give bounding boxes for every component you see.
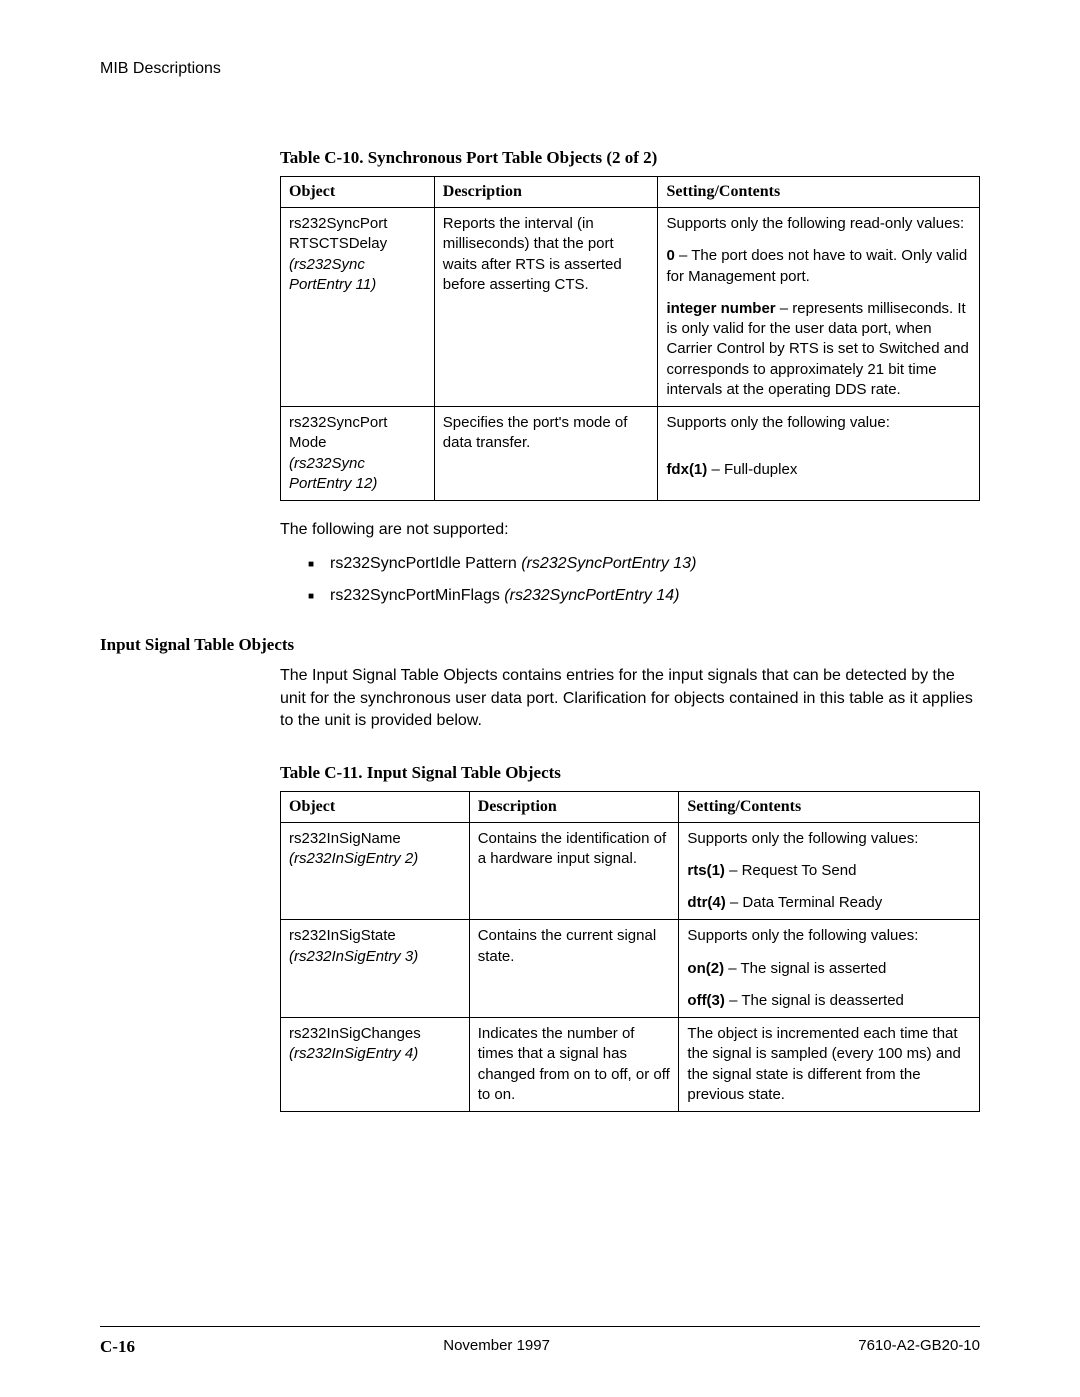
t1-r1-set-intro: Supports only the following read-only va… bbox=[658, 208, 980, 241]
t1-r2-desc: Specifies the port's mode of data transf… bbox=[434, 407, 658, 501]
table-c10-caption: Table C-10. Synchronous Port Table Objec… bbox=[280, 148, 980, 168]
t2-header-description: Description bbox=[469, 791, 679, 822]
t2-r2-set-intro: Supports only the following values: bbox=[679, 920, 980, 953]
t2-r2-desc: Contains the current signal state. bbox=[469, 920, 679, 1018]
table-c11: Object Description Setting/Contents rs23… bbox=[280, 791, 980, 1113]
unsupported-intro: The following are not supported: bbox=[280, 519, 980, 541]
unsupported-list: rs232SyncPortIdle Pattern (rs232SyncPort… bbox=[280, 555, 980, 605]
t1-r2-set-intro: Supports only the following value: bbox=[658, 407, 980, 454]
t2-r1-set-block1: rts(1) – Request To Send bbox=[679, 855, 980, 887]
unsupported-item-2: rs232SyncPortMinFlags (rs232SyncPortEntr… bbox=[308, 587, 980, 605]
t2-r2-set-block1: on(2) – The signal is asserted bbox=[679, 953, 980, 985]
table-c10: Object Description Setting/Contents rs23… bbox=[280, 176, 980, 501]
section-body-input-signal: The Input Signal Table Objects contains … bbox=[280, 665, 980, 732]
t1-header-setting: Setting/Contents bbox=[658, 177, 980, 208]
section-heading-input-signal: Input Signal Table Objects bbox=[100, 635, 980, 655]
t1-header-description: Description bbox=[434, 177, 658, 208]
t2-header-object: Object bbox=[281, 791, 470, 822]
t2-header-setting: Setting/Contents bbox=[679, 791, 980, 822]
t2-r2-set-block2: off(3) – The signal is deasserted bbox=[679, 985, 980, 1018]
page-number: C-16 bbox=[100, 1337, 135, 1357]
t1-r1-object: rs232SyncPort RTSCTSDelay (rs232Sync Por… bbox=[281, 208, 435, 407]
t2-r3-set: The object is incremented each time that… bbox=[679, 1018, 980, 1112]
t2-r1-set-intro: Supports only the following values: bbox=[679, 822, 980, 855]
table-c11-caption: Table C-11. Input Signal Table Objects bbox=[280, 763, 980, 783]
t2-r1-desc: Contains the identification of a hardwar… bbox=[469, 822, 679, 920]
footer-docnum: 7610-A2-GB20-10 bbox=[858, 1337, 980, 1357]
t1-r1-set-block2: integer number – represents milliseconds… bbox=[658, 293, 980, 407]
unsupported-item-1: rs232SyncPortIdle Pattern (rs232SyncPort… bbox=[308, 555, 980, 573]
t1-r2-object: rs232SyncPort Mode (rs232Sync PortEntry … bbox=[281, 407, 435, 501]
t2-r3-desc: Indicates the number of times that a sig… bbox=[469, 1018, 679, 1112]
t2-r1-set-block2: dtr(4) – Data Terminal Ready bbox=[679, 887, 980, 920]
t1-header-object: Object bbox=[281, 177, 435, 208]
t1-r1-desc: Reports the interval (in milliseconds) t… bbox=[434, 208, 658, 407]
t2-r1-object: rs232InSigName (rs232InSigEntry 2) bbox=[281, 822, 470, 920]
t1-r2-set-block1: fdx(1) – Full-duplex bbox=[658, 454, 980, 501]
t2-r2-object: rs232InSigState (rs232InSigEntry 3) bbox=[281, 920, 470, 1018]
page-footer: C-16 November 1997 7610-A2-GB20-10 bbox=[100, 1326, 980, 1357]
t1-r1-set-block1: 0 – The port does not have to wait. Only… bbox=[658, 240, 980, 293]
t2-r3-object: rs232InSigChanges (rs232InSigEntry 4) bbox=[281, 1018, 470, 1112]
page-header: MIB Descriptions bbox=[100, 60, 980, 78]
footer-date: November 1997 bbox=[443, 1337, 550, 1357]
